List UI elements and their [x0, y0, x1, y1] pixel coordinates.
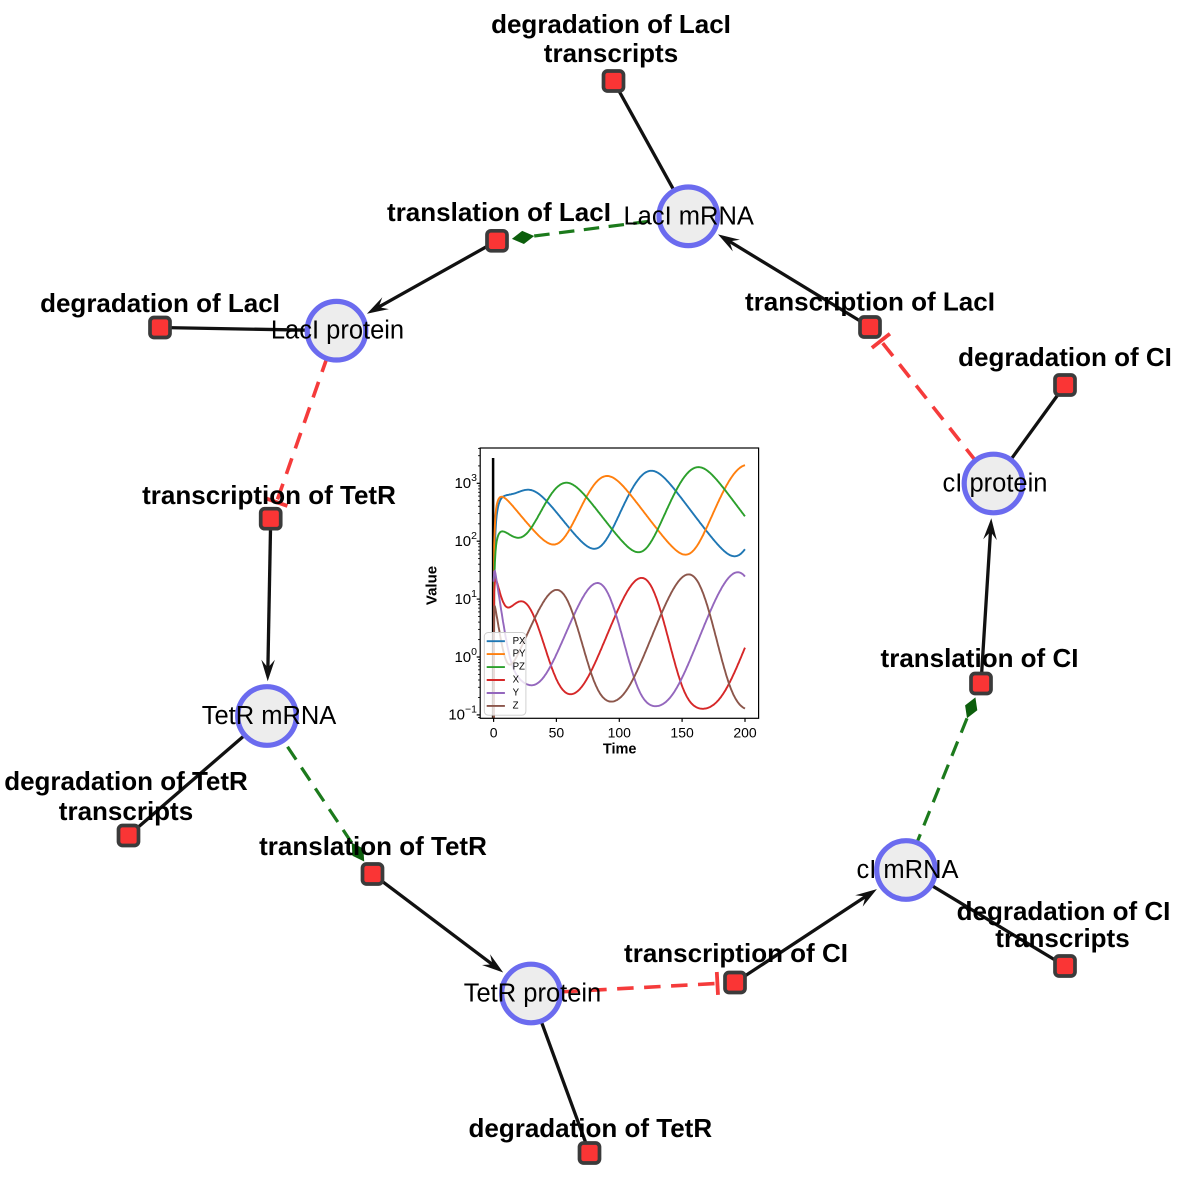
- svg-text:200: 200: [733, 725, 757, 741]
- svg-text:150: 150: [670, 725, 694, 741]
- svg-text:LacI mRNA: LacI mRNA: [624, 202, 754, 230]
- svg-text:degradation of LacI: degradation of LacI: [491, 9, 731, 39]
- svg-text:degradation of CI: degradation of CI: [958, 342, 1172, 372]
- svg-text:Time: Time: [603, 742, 637, 758]
- svg-text:0: 0: [490, 725, 498, 741]
- svg-text:50: 50: [549, 725, 565, 741]
- svg-text:PY: PY: [513, 649, 526, 660]
- svg-text:transcription of CI: transcription of CI: [624, 938, 848, 968]
- svg-text:TetR mRNA: TetR mRNA: [202, 702, 337, 730]
- svg-text:degradation of LacI: degradation of LacI: [40, 288, 280, 318]
- svg-text:100: 100: [608, 725, 632, 741]
- svg-text:transcription of LacI: transcription of LacI: [745, 287, 995, 317]
- svg-text:cI mRNA: cI mRNA: [857, 856, 959, 884]
- svg-text:translation of LacI: translation of LacI: [387, 197, 611, 227]
- svg-text:cI protein: cI protein: [943, 470, 1048, 498]
- svg-text:transcripts: transcripts: [59, 796, 193, 826]
- svg-text:TetR protein: TetR protein: [464, 980, 602, 1008]
- svg-text:translation of CI: translation of CI: [881, 643, 1079, 673]
- svg-text:transcripts: transcripts: [544, 38, 678, 68]
- svg-text:Y: Y: [513, 688, 520, 699]
- svg-text:Z: Z: [513, 701, 519, 712]
- svg-text:PX: PX: [513, 636, 526, 647]
- svg-text:Value: Value: [423, 566, 440, 605]
- svg-text:degradation of TetR: degradation of TetR: [4, 766, 248, 796]
- svg-text:translation of TetR: translation of TetR: [259, 831, 487, 861]
- svg-text:LacI protein: LacI protein: [271, 317, 404, 345]
- svg-text:PZ: PZ: [513, 662, 525, 673]
- svg-text:degradation of CI: degradation of CI: [957, 896, 1171, 926]
- svg-text:transcription of TetR: transcription of TetR: [142, 480, 396, 510]
- svg-text:degradation of TetR: degradation of TetR: [468, 1113, 712, 1143]
- svg-text:transcripts: transcripts: [995, 923, 1129, 953]
- svg-text:X: X: [513, 675, 520, 686]
